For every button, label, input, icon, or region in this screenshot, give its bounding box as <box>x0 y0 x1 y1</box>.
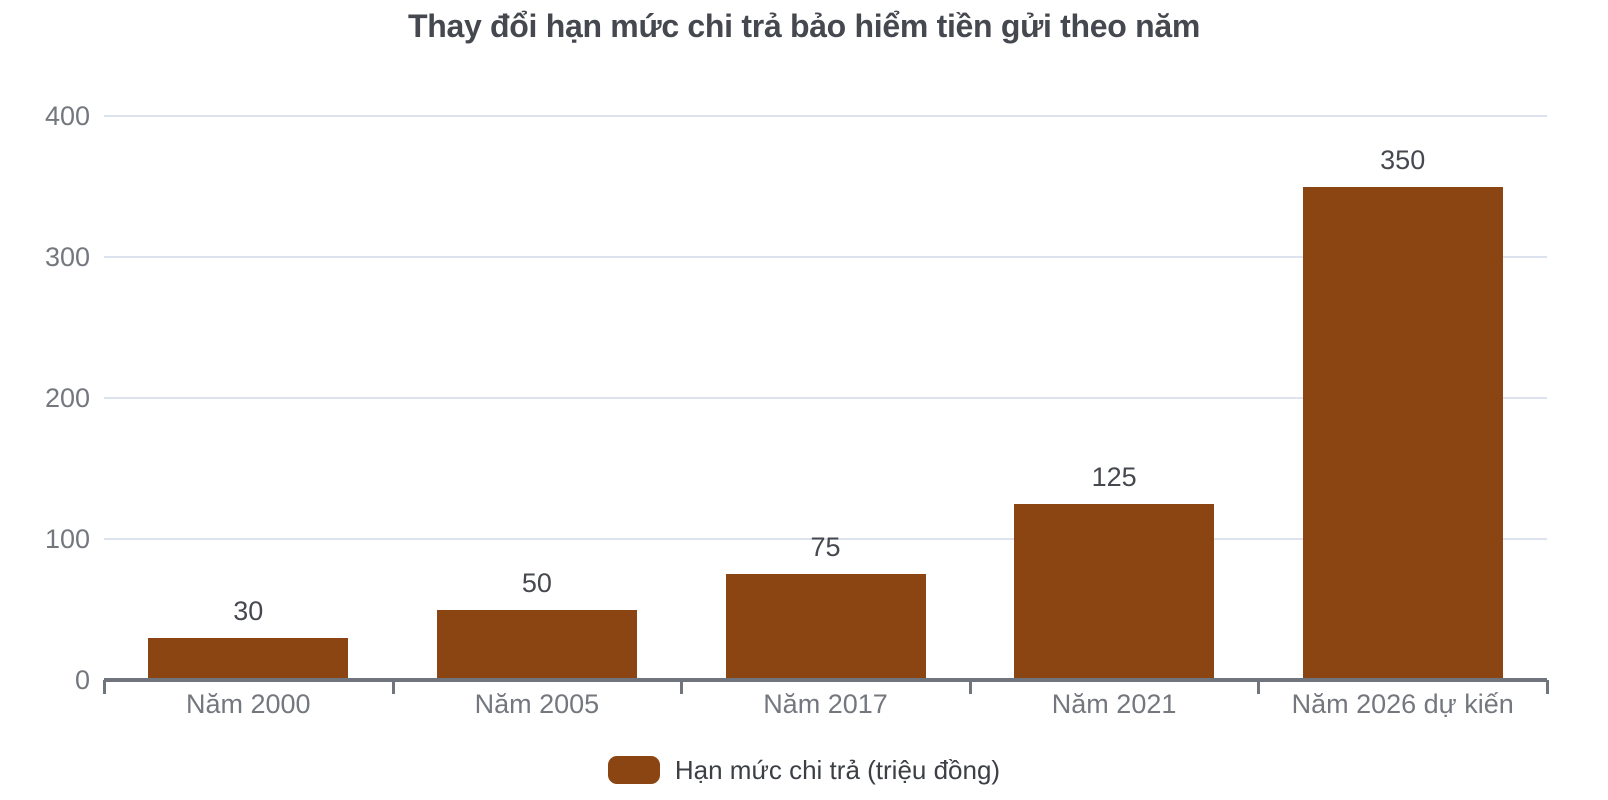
chart-title: Thay đổi hạn mức chi trả bảo hiểm tiền g… <box>407 8 1201 44</box>
x-axis-tick-label: Năm 2017 <box>763 689 888 719</box>
bar-value-label: 350 <box>1380 144 1426 175</box>
y-axis-tick-label: 200 <box>44 383 90 413</box>
x-axis-tick-mark <box>391 680 395 694</box>
y-axis-tick-label: 100 <box>44 524 90 554</box>
bar[interactable] <box>725 574 926 680</box>
x-axis-tick-label: Năm 2000 <box>186 689 311 719</box>
gridline <box>104 256 1547 258</box>
x-axis-tick-mark <box>1257 680 1261 694</box>
x-axis-line <box>104 678 1547 682</box>
x-axis-tick-mark <box>1546 680 1549 694</box>
gridline <box>104 397 1547 399</box>
bar[interactable] <box>436 609 637 680</box>
bar-value-label: 50 <box>521 567 552 598</box>
x-axis-tick-mark <box>680 680 684 694</box>
x-axis-tick-mark <box>968 680 972 694</box>
x-axis-tick-label: Năm 2021 <box>1051 689 1177 719</box>
legend-item[interactable]: Hạn mức chi trả (triệu đồng) <box>0 752 1608 788</box>
y-axis-tick-label: 0 <box>74 665 90 695</box>
legend-swatch-icon <box>607 756 660 784</box>
x-axis-tick-mark <box>103 680 106 694</box>
bar-value-label: 75 <box>810 532 841 563</box>
x-axis-tick-label: Năm 2005 <box>474 689 600 719</box>
bar-value-label: 30 <box>233 595 264 626</box>
gridline <box>104 115 1547 117</box>
y-axis-tick-label: 400 <box>44 101 90 131</box>
bar-value-label: 125 <box>1091 461 1137 492</box>
y-axis-tick-label: 300 <box>44 242 90 272</box>
x-axis-tick-label: Năm 2026 dự kiến <box>1291 689 1514 719</box>
bar[interactable] <box>148 637 349 680</box>
bar[interactable] <box>1302 186 1503 680</box>
gridline <box>104 538 1547 540</box>
bar[interactable] <box>1014 503 1215 680</box>
legend-label: Hạn mức chi trả (triệu đồng) <box>674 754 1001 785</box>
